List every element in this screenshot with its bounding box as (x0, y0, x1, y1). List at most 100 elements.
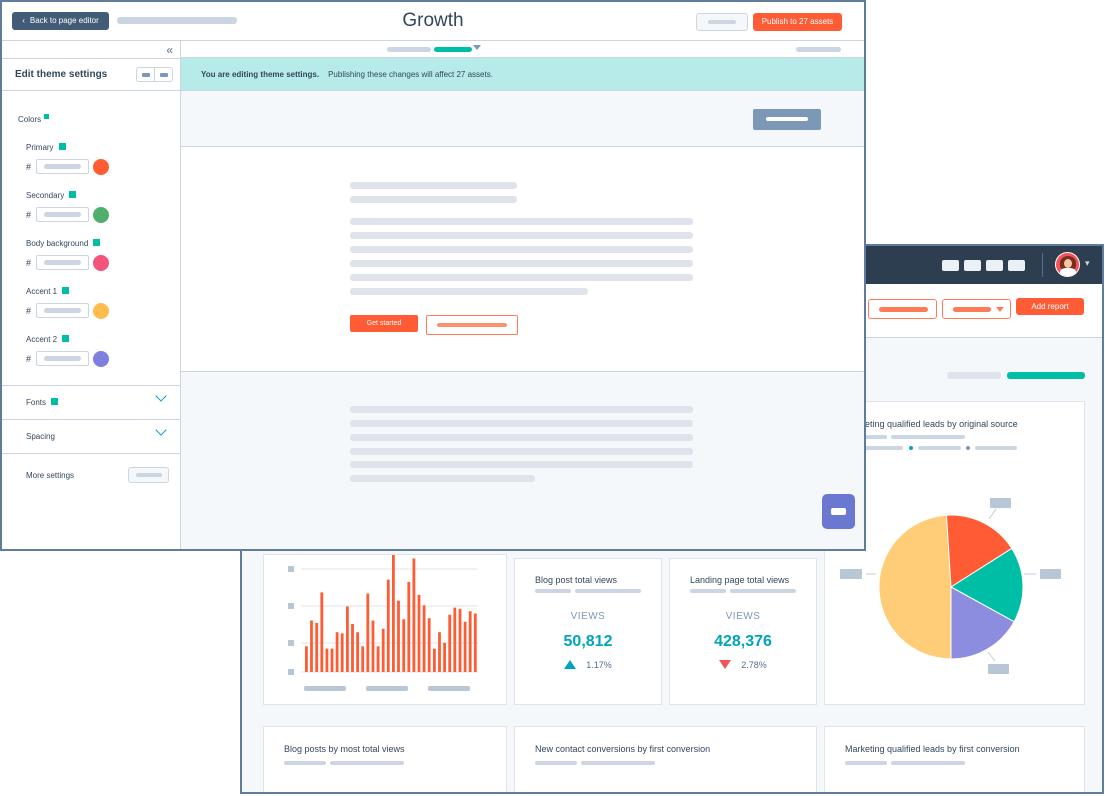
bar-33 (473, 613, 477, 672)
bar-3 (320, 592, 324, 672)
bar-9 (351, 624, 354, 672)
indicator-icon (62, 335, 70, 342)
add-report-button[interactable]: Add report (1016, 298, 1084, 315)
indicator-icon (44, 114, 50, 119)
bar-chart (288, 555, 478, 691)
accent-1-color-swatch[interactable] (93, 303, 109, 319)
pie-slice-2 (950, 547, 1024, 623)
sidebar-title: Edit theme settings (15, 69, 108, 80)
blog-views-card: Blog post total views VIEWS 50,812 1.17% (514, 558, 662, 705)
sidebar-header: Edit theme settings (2, 58, 180, 91)
chevron-down-icon (155, 424, 167, 436)
avatar[interactable] (1055, 252, 1080, 277)
bar-26 (438, 632, 441, 672)
card-title: New contact conversions by first convers… (535, 744, 711, 754)
blog-views-delta: 1.17% (515, 660, 661, 670)
chat-icon[interactable] (822, 494, 855, 529)
arrow-up-icon (564, 660, 577, 669)
primary-hex-input[interactable] (36, 159, 89, 174)
secondary-color-swatch[interactable] (93, 207, 109, 223)
theme-editor-window: ‹ Back to page editor Growth Publish to 2… (0, 0, 866, 551)
bar-20 (407, 581, 411, 672)
collapse-sidebar-icon[interactable]: « (166, 43, 173, 57)
bar-29 (453, 607, 457, 672)
body-background-hex-input[interactable] (36, 255, 89, 270)
search-icon[interactable] (942, 260, 959, 271)
header-button[interactable] (753, 109, 821, 130)
date-range-filter[interactable] (1007, 372, 1085, 379)
body-background-color-swatch[interactable] (93, 255, 109, 271)
bar-1 (310, 620, 313, 672)
chevron-down-icon (155, 390, 167, 402)
chevron-left-icon: ‹ (22, 16, 25, 25)
page-title: Growth (402, 10, 464, 31)
traffic-bar-chart-card (263, 554, 507, 705)
bar-31 (463, 621, 467, 672)
editor-header: ‹ Back to page editor Growth Publish to 2… (2, 2, 864, 41)
nav-divider (1042, 253, 1043, 277)
get-started-button[interactable]: Get started (350, 315, 418, 332)
device-switcher[interactable] (796, 47, 841, 52)
hash-symbol: # (26, 306, 32, 316)
accent-2-hex-input[interactable] (36, 351, 89, 366)
filter-placeholder[interactable] (947, 372, 1001, 379)
secondary-cta-button[interactable] (426, 315, 518, 335)
blog-posts-card: Blog posts by most total views (263, 726, 507, 792)
view-toggle[interactable] (136, 67, 173, 82)
landing-views-value: 428,376 (714, 633, 772, 650)
bar-13 (371, 620, 375, 672)
theme-settings-sidebar: « Edit theme settings Colors Primary # S… (2, 41, 181, 549)
publish-button[interactable]: Publish to 27 assets (753, 13, 842, 31)
indicator-icon (58, 143, 66, 150)
editing-banner: You are editing theme settings. Publishin… (181, 58, 864, 91)
preview-tab-active[interactable] (434, 47, 472, 52)
color-label-secondary: Secondary (26, 191, 77, 200)
pie-slice-0 (878, 514, 952, 660)
preview-toolbar (181, 41, 864, 58)
marketplace-icon[interactable] (964, 260, 981, 271)
spacing-accordion[interactable]: Spacing (2, 419, 180, 453)
card-title: Marketing qualified leads by first conve… (845, 744, 1020, 754)
views-label: VIEWS (725, 611, 761, 622)
preview-canvas: You are editing theme settings. Publishin… (181, 41, 864, 549)
fonts-accordion[interactable]: Fonts (2, 385, 180, 419)
caret-down-icon[interactable] (473, 45, 481, 50)
primary-color-swatch[interactable] (93, 159, 109, 175)
card-title: Marketing qualified leads by original so… (845, 419, 1018, 429)
preview-tab[interactable] (387, 47, 431, 52)
bar-19 (402, 619, 406, 672)
mql-first-conversion-card: Marketing qualified leads by first conve… (824, 726, 1085, 792)
help-icon[interactable] (986, 260, 1003, 271)
fonts-label: Fonts (26, 398, 59, 407)
chevron-down-icon[interactable]: ▾ (1085, 258, 1090, 268)
secondary-hex-input[interactable] (36, 207, 89, 222)
mql-original-source-card: Marketing qualified leads by original so… (824, 401, 1085, 705)
color-label-accent-2: Accent 2 (26, 335, 70, 344)
card-title: Landing page total views (690, 575, 790, 585)
secondary-button[interactable] (696, 13, 748, 31)
dashboard-selector-button[interactable] (868, 299, 937, 319)
bar-25 (433, 648, 436, 672)
divider (2, 453, 180, 454)
back-to-page-editor-button[interactable]: ‹ Back to page editor (12, 12, 109, 30)
preview-header-section (181, 91, 864, 147)
caret-down-icon (996, 307, 1004, 312)
bar-0 (305, 646, 308, 672)
indicator-icon (51, 398, 59, 405)
indicator-icon (62, 287, 70, 294)
more-settings-label: More settings (26, 471, 75, 480)
accent-1-hex-input[interactable] (36, 303, 89, 318)
bar-22 (417, 594, 421, 672)
more-settings-button[interactable] (128, 467, 169, 483)
card-title: Blog posts by most total views (284, 744, 405, 754)
spacing-label: Spacing (26, 432, 55, 441)
breadcrumb (117, 17, 237, 24)
legend-dot (966, 446, 970, 450)
accent-2-color-swatch[interactable] (93, 351, 109, 367)
bar-23 (422, 605, 426, 672)
notifications-icon[interactable] (1008, 260, 1025, 271)
actions-dropdown[interactable] (942, 299, 1011, 319)
bar-21 (412, 558, 416, 672)
bar-18 (397, 600, 400, 672)
landing-views-card: Landing page total views VIEWS 428,376 2… (669, 558, 817, 705)
